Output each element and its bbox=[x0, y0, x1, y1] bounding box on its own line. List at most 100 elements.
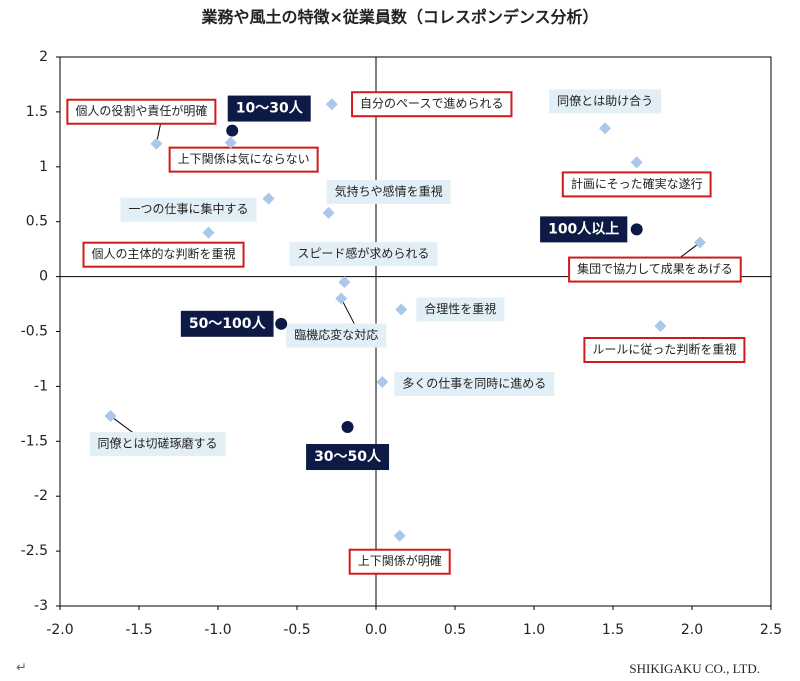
x-tick-label: -1.0 bbox=[204, 622, 231, 638]
point-label: 30〜50人 bbox=[314, 448, 382, 465]
chart-title: 業務や風土の特徴×従業員数（コレスポンデンス分析） bbox=[200, 8, 598, 27]
x-tick-label: 2.0 bbox=[681, 622, 703, 638]
point-label-group: 上下関係が明確 bbox=[348, 548, 451, 575]
point-label-group: 同僚とは切磋琢磨する bbox=[89, 415, 226, 457]
point-label-group: 集団で協力して成果をあげる bbox=[568, 242, 742, 283]
point-label-group: 自分のペースで進められる bbox=[351, 91, 513, 118]
y-tick-label: -3 bbox=[34, 598, 48, 614]
point-label: 合理性を重視 bbox=[424, 301, 496, 316]
point-label: 計画にそった確実な遂行 bbox=[571, 176, 703, 191]
point-label-group: 10〜30人 bbox=[227, 95, 311, 122]
label-box bbox=[416, 297, 505, 322]
label-box bbox=[289, 242, 438, 267]
point-label-group: 気持ちや感情を重視 bbox=[326, 179, 451, 204]
label-box bbox=[326, 179, 451, 204]
y-tick-label: -0.5 bbox=[21, 324, 48, 340]
point-label-group: 個人の主体的な判断を重視 bbox=[82, 241, 245, 268]
point-label-group: 50〜100人 bbox=[180, 310, 274, 337]
point-label: 上下関係は気にならない bbox=[178, 151, 310, 166]
point-label: ルールに従った判断を重視 bbox=[592, 342, 736, 357]
point-label-group: ルールに従った判断を重視 bbox=[583, 337, 746, 364]
y-tick-label: -2 bbox=[34, 488, 48, 504]
label-box bbox=[89, 432, 226, 457]
point bbox=[376, 376, 389, 389]
point-label-group: 同僚とは助け合う bbox=[549, 89, 662, 114]
label-box bbox=[168, 146, 319, 173]
point bbox=[224, 136, 237, 149]
point bbox=[325, 98, 338, 111]
leader-line bbox=[340, 298, 357, 328]
point bbox=[335, 292, 348, 305]
label-box bbox=[394, 372, 555, 397]
y-tick-label: 1 bbox=[39, 159, 48, 175]
point bbox=[150, 137, 163, 150]
point-label: 10〜30人 bbox=[236, 100, 304, 117]
x-tick-label: -0.5 bbox=[283, 622, 310, 638]
y-tick-label: -1.5 bbox=[21, 433, 48, 449]
x-tick-label: 1.0 bbox=[523, 622, 545, 638]
point bbox=[341, 421, 354, 434]
point-label: 同僚とは助け合う bbox=[557, 93, 653, 108]
point bbox=[395, 303, 408, 316]
point bbox=[630, 223, 643, 236]
point bbox=[654, 320, 667, 333]
point-label: 多くの仕事を同時に進める bbox=[402, 377, 546, 391]
label-box bbox=[286, 323, 387, 348]
plot-frame bbox=[59, 56, 772, 607]
y-tick-label: 0.5 bbox=[26, 214, 48, 230]
point-label: 同僚とは切磋琢磨する bbox=[98, 436, 218, 451]
label-box bbox=[82, 241, 245, 268]
label-box bbox=[227, 95, 311, 122]
point-label: 50〜100人 bbox=[189, 315, 267, 332]
point bbox=[322, 206, 335, 219]
point-label-group: スピード感が求められる bbox=[289, 242, 438, 267]
x-tick-label: -2.0 bbox=[46, 622, 73, 638]
point bbox=[630, 156, 643, 169]
label-box bbox=[306, 444, 390, 471]
label-box bbox=[561, 171, 712, 198]
point-label-group: 上下関係は気にならない bbox=[168, 146, 319, 173]
label-box bbox=[540, 216, 628, 243]
point bbox=[338, 276, 351, 289]
point-label: 上下関係が明確 bbox=[358, 553, 442, 568]
label-box bbox=[348, 548, 451, 575]
point bbox=[393, 529, 406, 542]
label-box bbox=[66, 98, 217, 125]
x-tick-label: 2.5 bbox=[760, 622, 782, 638]
label-box bbox=[568, 256, 742, 283]
label-box bbox=[120, 197, 257, 222]
x-tick-label: 0.0 bbox=[365, 622, 387, 638]
point-label: 気持ちや感情を重視 bbox=[335, 183, 443, 198]
label-box bbox=[351, 91, 513, 118]
y-tick-label: -1 bbox=[34, 378, 48, 394]
point-label: 臨機応変な対応 bbox=[294, 327, 378, 342]
x-tick-label: 0.5 bbox=[444, 622, 466, 638]
point-label-group: 30〜50人 bbox=[306, 444, 390, 471]
point-label-group: 個人の役割や責任が明確 bbox=[66, 98, 217, 144]
point-label: スピード感が求められる bbox=[297, 246, 429, 261]
label-box bbox=[583, 337, 746, 364]
y-tick-label: -2.5 bbox=[21, 543, 48, 559]
point-label: 一つの仕事に集中する bbox=[129, 201, 249, 216]
point-label-group: 計画にそった確実な遂行 bbox=[561, 171, 712, 198]
point-label: 集団で協力して成果をあげる bbox=[577, 261, 733, 276]
x-tick-label: 1.5 bbox=[602, 622, 624, 638]
point-label-group: 合理性を重視 bbox=[416, 297, 505, 322]
point-label-group: 100人以上 bbox=[540, 216, 628, 243]
point-label: 自分のペースで進められる bbox=[360, 97, 503, 111]
point bbox=[599, 122, 612, 135]
point-label: 個人の役割や責任が明確 bbox=[75, 103, 207, 118]
point-label-group: 多くの仕事を同時に進める bbox=[394, 372, 555, 397]
point bbox=[104, 410, 117, 423]
point-label-group: 一つの仕事に集中する bbox=[120, 197, 257, 222]
point bbox=[693, 236, 706, 249]
label-box bbox=[180, 310, 274, 337]
point bbox=[202, 226, 215, 239]
x-tick-label: -1.5 bbox=[125, 622, 152, 638]
point bbox=[226, 124, 239, 137]
point-label-group: 臨機応変な対応 bbox=[286, 298, 387, 348]
y-tick-label: 0 bbox=[39, 269, 48, 285]
point bbox=[275, 317, 288, 330]
point bbox=[262, 192, 275, 205]
